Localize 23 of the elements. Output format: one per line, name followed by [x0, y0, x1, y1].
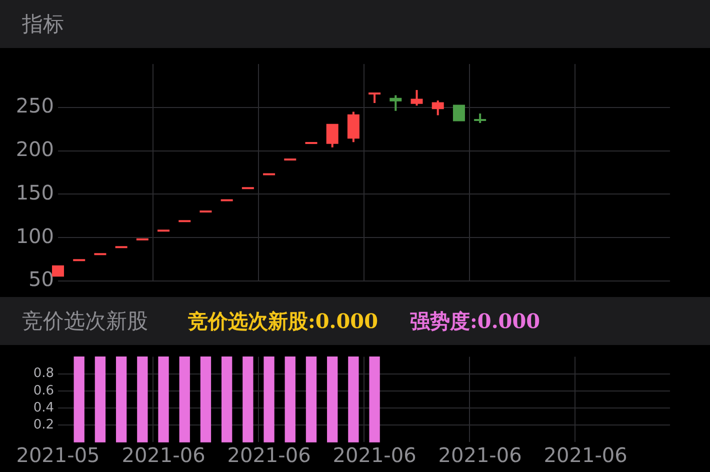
y-tick-label: 100: [16, 224, 54, 248]
y-tick-label: 200: [16, 137, 54, 162]
y-tick-label: 250: [16, 94, 54, 118]
chart-title: 指标: [22, 11, 64, 38]
candlestick: [390, 95, 402, 111]
y-tick-label: 0.8: [33, 366, 54, 382]
y-tick-label: 150: [16, 180, 54, 204]
x-tick-label: 2021-06: [332, 443, 416, 468]
y-tick-label: 0.2: [33, 417, 54, 432]
candlestick: [410, 90, 423, 106]
candlestick: [474, 113, 486, 124]
x-tick-label: 2021-05: [16, 443, 100, 468]
y-tick-label: 0.6: [33, 383, 54, 398]
chart-title: 竞价选次新股: [22, 308, 148, 335]
x-tick-label: 2021-06: [227, 443, 311, 468]
text: 强势度:0.000: [410, 308, 540, 334]
y-tick-label: 50: [28, 267, 54, 292]
x-tick-label: 2021-06: [544, 443, 628, 468]
candlestick: [368, 92, 381, 104]
y-tick-label: 0.4: [33, 400, 54, 416]
x-tick-label: 2021-06: [438, 443, 522, 468]
x-tick-label: 2021-06: [122, 443, 206, 468]
text: 竞价选次新股:0.000: [188, 308, 378, 334]
